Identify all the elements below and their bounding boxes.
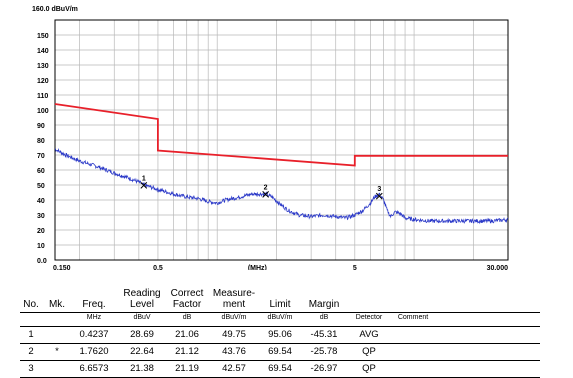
emission-chart: 150 140 130 120 110 100 90 80 70 60 50 40 30 20 10 0.0 1… <box>32 6 509 272</box>
marker-label: 1 <box>142 175 146 182</box>
table-cell: 21.06 <box>175 329 199 340</box>
table-cell: 0.4237 <box>79 329 109 340</box>
unit-cell: Comment <box>397 314 429 321</box>
table-cell: 21.12 <box>175 346 199 357</box>
y-tick-label: 30 <box>37 213 45 220</box>
table-cell: QP <box>362 363 376 374</box>
column-header-line: Factor <box>172 299 202 310</box>
x-tick-label: 0.5 <box>153 265 163 270</box>
limit-line <box>54 103 508 167</box>
table-cell: 69.54 <box>268 346 292 357</box>
column-header-line: Measure- <box>212 288 256 299</box>
table-cell: 49.75 <box>222 329 246 340</box>
table-cell: 28.69 <box>130 329 154 340</box>
y-tick-label: 20 <box>37 228 45 235</box>
column-header-line: Limit <box>269 299 291 310</box>
table-row: 2 * 1.7620 22.64 21.12 43.76 69.54 -25.78 QP <box>20 343 540 360</box>
emission-plot: 150 140 130 120 110 100 90 80 70 60 50 40 30 20 10 0.0 1… <box>32 6 509 272</box>
table-cell: -26.97 <box>310 363 338 374</box>
table-cell: 6.6573 <box>79 363 109 374</box>
unit-cell: dBuV/m <box>267 314 293 321</box>
x-tick-label: 30.000 <box>487 265 509 270</box>
column-header-line: Freq. <box>82 299 106 310</box>
table-cell: 69.54 <box>268 363 292 374</box>
column-header: Reading Level <box>120 288 164 310</box>
column-header: Correct Factor <box>166 288 208 310</box>
unit-cell: dB <box>182 314 192 321</box>
column-header-line: Correct <box>170 288 204 299</box>
column-header: Measure-ment <box>210 288 258 310</box>
table-cell: 42.57 <box>222 363 246 374</box>
table-header-row: No. Mk. Freq. Reading Level Correct Factor Meas… <box>20 278 540 312</box>
y-tick-label: 90 <box>37 123 45 130</box>
table-cell: 21.19 <box>175 363 199 374</box>
column-header: Margin <box>302 299 346 310</box>
unit-cell: dBuV/m <box>221 314 247 321</box>
table-body: 1 0.4237 28.69 21.06 49.75 95.06 -45.31 AVG 2 * 1.… <box>20 326 540 378</box>
table-cell: QP <box>362 346 376 357</box>
y-tick-label: 0.0 <box>37 258 47 265</box>
marker-label: 2 <box>264 184 268 191</box>
column-header: Mk. <box>44 299 70 310</box>
table-cell: 3 <box>28 363 34 374</box>
table-cell: 43.76 <box>222 346 246 357</box>
table-unit-row: MHz dBuV dB dBuV/m dBuV/m dB Detector Comment <box>20 312 540 326</box>
x-tick-label: (MHz) <box>248 265 267 270</box>
x-tick-label: 5 <box>353 265 357 270</box>
y-tick-label: 50 <box>37 183 45 190</box>
plot-frame <box>54 19 509 261</box>
unit-cell: MHz <box>86 314 102 321</box>
marker-x <box>262 191 269 198</box>
y-tick-label: 100 <box>37 108 49 115</box>
marker-x <box>140 182 148 189</box>
y-tick-label: 110 <box>37 93 48 100</box>
table-row: 3 6.6573 21.38 21.19 42.57 69.54 -26.97 QP <box>20 360 540 378</box>
table-row: 1 0.4237 28.69 21.06 49.75 95.06 -45.31 AVG <box>20 326 540 343</box>
unit-cell: dBuV <box>133 314 151 321</box>
table-cell: 2 <box>28 346 34 357</box>
y-tick-label: 70 <box>37 153 45 160</box>
y-tick-label: 140 <box>37 48 49 55</box>
table-cell: 95.06 <box>268 329 292 340</box>
table-cell: 1.7620 <box>79 346 109 357</box>
y-tick-label: 80 <box>37 138 45 145</box>
y-tick-label: 10 <box>37 243 45 250</box>
marker-x <box>375 192 383 200</box>
x-tick-label: 0.150 <box>53 265 71 270</box>
column-header-line: Reading <box>123 288 161 299</box>
column-header-line: Margin <box>308 299 340 310</box>
table-cell: -25.78 <box>310 346 338 357</box>
y-unit-label: 160.0 dBuV/m <box>32 6 78 13</box>
y-tick-label: 150 <box>37 33 49 40</box>
y-tick-label: 40 <box>37 198 45 205</box>
table-cell: AVG <box>359 329 379 340</box>
table-cell: 21.38 <box>130 363 154 374</box>
unit-cell: Detector <box>355 314 383 321</box>
column-header: Freq. <box>72 299 116 310</box>
column-header-line: Mk. <box>48 299 66 310</box>
column-header: Limit <box>260 299 300 310</box>
measurement-trace <box>55 147 509 225</box>
column-header: No. <box>20 299 42 310</box>
table-cell: 1 <box>28 329 34 340</box>
y-tick-label: 130 <box>37 63 49 70</box>
column-header-line: ment <box>222 299 246 310</box>
column-header-line: Level <box>130 299 154 310</box>
table-cell: * <box>55 346 59 357</box>
y-tick-label: 60 <box>37 168 45 175</box>
table-cell: -45.31 <box>310 329 338 340</box>
marker-label: 3 <box>377 186 381 193</box>
unit-cell: dB <box>319 314 329 321</box>
results-table: No. Mk. Freq. Reading Level Correct Factor Meas… <box>20 278 540 378</box>
table-cell: 22.64 <box>130 346 154 357</box>
y-tick-label: 120 <box>37 78 49 85</box>
column-header-line: No. <box>23 299 39 310</box>
